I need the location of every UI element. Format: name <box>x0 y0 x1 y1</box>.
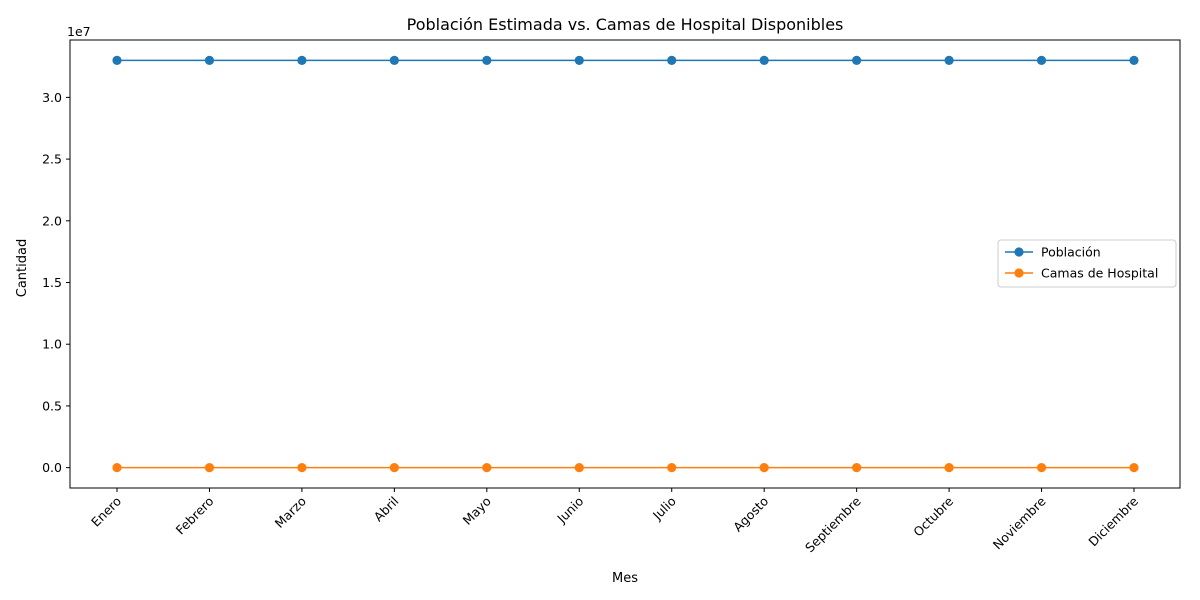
data-point <box>759 55 769 65</box>
legend-marker <box>1014 247 1024 257</box>
x-tick-label: Julio <box>649 494 679 524</box>
x-tick-label: Diciembre <box>1085 493 1141 549</box>
data-point <box>759 463 769 473</box>
y-tick-label: 0.0 <box>42 460 62 475</box>
y-tick-label: 1.5 <box>42 275 62 290</box>
data-point <box>482 463 492 473</box>
x-tick-label: Junio <box>553 494 586 527</box>
x-tick-label: Agosto <box>730 494 771 535</box>
y-tick-label: 0.5 <box>42 398 62 413</box>
plot-area: 0.0 0.5 1.0 1.5 2.0 2.5 3.0 Enero Febrero Marzo Ab… <box>42 55 1141 555</box>
legend: Población Camas de Hospital <box>997 239 1177 288</box>
data-point <box>1036 55 1047 65</box>
data-point <box>204 55 215 65</box>
x-tick-label: Abril <box>371 494 402 525</box>
data-point <box>574 463 584 473</box>
y-tick-label: 1.0 <box>42 337 62 352</box>
legend-entry: Camas de Hospital <box>1041 266 1158 281</box>
data-point <box>112 55 122 65</box>
data-point <box>1129 463 1139 473</box>
x-tick-label: Noviembre <box>990 493 1049 552</box>
data-point <box>852 55 862 65</box>
data-point <box>297 55 307 65</box>
legend-marker <box>1014 268 1024 278</box>
data-point <box>482 55 492 65</box>
data-point <box>944 55 954 65</box>
data-point <box>944 463 954 473</box>
data-point <box>667 463 677 473</box>
plot-frame <box>69 39 1181 489</box>
data-point <box>389 55 399 65</box>
y-tick-label: 2.5 <box>42 152 62 167</box>
data-point <box>1036 463 1047 473</box>
data-point <box>297 463 307 473</box>
y-axis-label: Cantidad <box>15 239 30 297</box>
x-tick-label: Septiembre <box>802 493 864 555</box>
x-tick-label: Mayo <box>460 494 494 528</box>
y-tick-label: 3.0 <box>42 90 62 105</box>
data-point <box>389 463 399 473</box>
data-point <box>667 55 677 65</box>
y-tick-label: 2.0 <box>42 213 62 228</box>
x-tick-label: Febrero <box>173 494 217 538</box>
x-axis-label: Mes <box>612 571 638 586</box>
data-point <box>852 463 862 473</box>
legend-entry: Población <box>1041 245 1101 260</box>
data-point <box>204 463 215 473</box>
chart-title: Población Estimada vs. Camas de Hospital… <box>407 15 844 34</box>
data-point <box>112 463 122 473</box>
legend-box <box>997 239 1177 288</box>
data-point <box>1129 55 1139 65</box>
x-tick-label: Enero <box>88 494 124 530</box>
x-tick-label: Octubre <box>910 493 956 539</box>
data-point <box>574 55 584 65</box>
y-axis-offset-label: 1e7 <box>67 24 91 39</box>
x-tick-label: Marzo <box>272 494 309 531</box>
